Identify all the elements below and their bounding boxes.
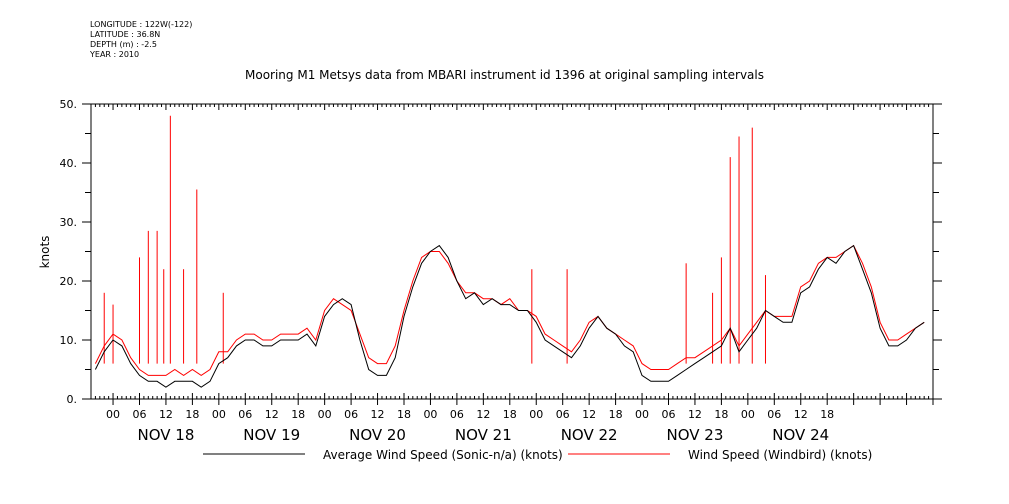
x-tick-label: 12 xyxy=(159,408,173,421)
day-label: NOV 21 xyxy=(455,426,512,444)
y-tick-labels: 0. 10. 20. 30. 40. 50. xyxy=(60,98,78,406)
x-tick-label: 06 xyxy=(556,408,570,421)
day-label: NOV 23 xyxy=(667,426,724,444)
x-tick-label: 18 xyxy=(820,408,834,421)
latitude-text: LATITUDE : 36.8N xyxy=(90,30,161,39)
y-tick-label: 20. xyxy=(60,275,78,288)
x-tick-label: 00 xyxy=(423,408,437,421)
x-tick-label: 12 xyxy=(794,408,808,421)
longitude-text: LONGITUDE : 122W(-122) xyxy=(90,20,193,29)
y-tick-label: 50. xyxy=(60,98,78,111)
depth-text: DEPTH (m) : -2.5 xyxy=(90,40,157,49)
x-tick-label: 18 xyxy=(397,408,411,421)
day-label: NOV 19 xyxy=(243,426,300,444)
x-tick-label: 12 xyxy=(265,408,279,421)
x-tick-label: 18 xyxy=(503,408,517,421)
y-tick-label: 40. xyxy=(60,157,78,170)
x-tick-label: 18 xyxy=(609,408,623,421)
x-tick-label: 12 xyxy=(371,408,385,421)
year-text: YEAR : 2010 xyxy=(90,50,140,59)
y-axis-label: knots xyxy=(38,236,52,269)
x-tick-labels: 00 06 12 18 00 06 12 18 00 06 12 18 00 06 12 18 00 06 12 18… xyxy=(106,408,834,421)
series-windbird xyxy=(94,115,925,377)
day-label: NOV 18 xyxy=(137,426,194,444)
y-tick-label: 10. xyxy=(60,334,78,347)
x-tick-label: 00 xyxy=(741,408,755,421)
chart-title: Mooring M1 Metsys data from MBARI instru… xyxy=(245,68,764,82)
x-tick-label: 00 xyxy=(212,408,226,421)
x-tick-label: 06 xyxy=(238,408,252,421)
legend-label-windbird: Wind Speed (Windbird) (knots) xyxy=(688,448,872,462)
day-labels: NOV 18 NOV 19 NOV 20 NOV 21 NOV 22 NOV 23 NOV … xyxy=(137,426,829,444)
x-tick-label: 06 xyxy=(344,408,358,421)
series-sonic xyxy=(94,244,925,388)
x-tick-label: 06 xyxy=(767,408,781,421)
x-tick-label: 00 xyxy=(106,408,120,421)
sonic-line xyxy=(94,244,925,388)
x-tick-label: 00 xyxy=(529,408,543,421)
x-tick-label: 12 xyxy=(582,408,596,421)
station-metadata: LONGITUDE : 122W(-122) LATITUDE : 36.8N … xyxy=(90,20,192,60)
x-tick-label: 18 xyxy=(714,408,728,421)
legend-label-sonic: Average Wind Speed (Sonic-n/a) (knots) xyxy=(323,448,563,462)
x-tick-label: 12 xyxy=(476,408,490,421)
y-tick-label: 30. xyxy=(60,216,78,229)
x-tick-label: 06 xyxy=(450,408,464,421)
x-tick-label: 06 xyxy=(661,408,675,421)
x-tick-label: 18 xyxy=(185,408,199,421)
x-tick-label: 00 xyxy=(318,408,332,421)
axis-ticks xyxy=(82,103,942,405)
x-tick-label: 06 xyxy=(132,408,146,421)
legend: Average Wind Speed (Sonic-n/a) (knots) W… xyxy=(203,448,872,462)
x-tick-label: 18 xyxy=(291,408,305,421)
y-tick-label: 0. xyxy=(67,393,78,406)
windbird-line xyxy=(94,244,925,377)
x-tick-label: 00 xyxy=(635,408,649,421)
x-tick-label: 12 xyxy=(688,408,702,421)
day-label: NOV 24 xyxy=(772,426,829,444)
day-label: NOV 22 xyxy=(561,426,618,444)
day-label: NOV 20 xyxy=(349,426,406,444)
